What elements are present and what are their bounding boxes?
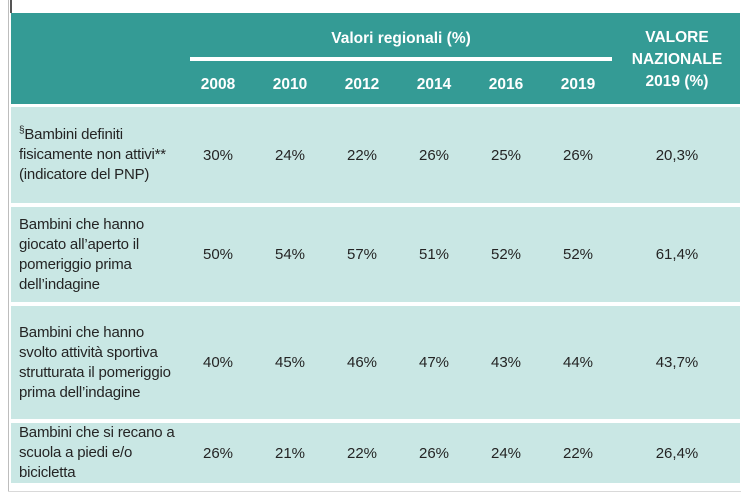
value-2019: 22% [562, 444, 594, 462]
value-2014: 26% [418, 146, 450, 164]
regional-values-table: Valori regionali (%) 2008 2010 2012 2014… [11, 13, 740, 483]
value-2016: 24% [490, 444, 522, 462]
value-national: 43,7% [655, 354, 699, 371]
header-year-2012: 2012 [344, 75, 380, 93]
header-national-line2: NAZIONALE [631, 50, 723, 68]
header-national-line1: VALORE [645, 28, 709, 46]
row-label: Bambini che si recano a scuola a piedi e… [11, 423, 182, 483]
header-national-value: VALORE NAZIONALE 2019 (%) [614, 13, 740, 104]
left-frame-line [8, 0, 9, 492]
value-2019: 52% [562, 246, 594, 263]
crop-remnant-tick [10, 0, 12, 13]
table-header: Valori regionali (%) 2008 2010 2012 2014… [11, 13, 740, 104]
value-2014: 47% [418, 354, 450, 371]
table-row: Bambini che si recano a scuola a piedi e… [11, 423, 740, 483]
value-2016: 25% [490, 146, 522, 164]
row-label-text: Bambini che hanno giocato all’aperto il … [19, 215, 145, 293]
row-label: Bambini che hanno giocato all’aperto il … [11, 215, 182, 295]
row-label: §Bambini definiti fisicamente non attivi… [11, 125, 182, 185]
value-2019: 26% [562, 146, 594, 164]
value-national: 26,4% [655, 444, 699, 462]
value-2014: 26% [418, 444, 450, 462]
header-group-label-text: Valori regionali (%) [331, 30, 471, 47]
header-group-label: Valori regionali (%) [190, 13, 612, 61]
value-national: 61,4% [655, 246, 699, 263]
header-year-2016: 2016 [488, 75, 524, 93]
value-2019: 44% [562, 354, 594, 371]
table-row: Bambini che hanno giocato all’aperto il … [11, 207, 740, 302]
header-year-2019: 2019 [560, 75, 596, 93]
row-label-text: Bambini definiti fisicamente non attivi*… [19, 126, 166, 183]
table-row: §Bambini definiti fisicamente non attivi… [11, 107, 740, 203]
value-2016: 43% [490, 354, 522, 371]
value-2008: 30% [202, 146, 234, 164]
value-national: 20,3% [655, 146, 699, 164]
value-2008: 50% [202, 246, 234, 263]
header-national-line3: 2019 (%) [645, 72, 709, 90]
value-2012: 22% [346, 146, 378, 164]
row-label-text: Bambini che hanno svolto attività sporti… [19, 323, 171, 401]
value-2014: 51% [418, 246, 450, 263]
footnote-marker: § [19, 125, 25, 136]
value-2010: 45% [274, 354, 306, 371]
value-2008: 40% [202, 354, 234, 371]
header-year-2010: 2010 [272, 75, 308, 93]
header-year-2014: 2014 [416, 75, 452, 93]
header-year-2008: 2008 [200, 75, 236, 93]
table-row: Bambini che hanno svolto attività sporti… [11, 306, 740, 419]
value-2010: 54% [274, 246, 306, 263]
bottom-frame-line [8, 491, 741, 492]
value-2012: 57% [346, 246, 378, 263]
header-label-spacer [11, 13, 182, 104]
value-2010: 24% [274, 146, 306, 164]
row-label-text: Bambini che si recano a scuola a piedi e… [19, 424, 175, 481]
value-2012: 22% [346, 444, 378, 462]
value-2010: 21% [274, 444, 306, 462]
value-2012: 46% [346, 354, 378, 371]
value-2008: 26% [202, 444, 234, 462]
row-label: Bambini che hanno svolto attività sporti… [11, 323, 182, 403]
value-2016: 52% [490, 246, 522, 263]
